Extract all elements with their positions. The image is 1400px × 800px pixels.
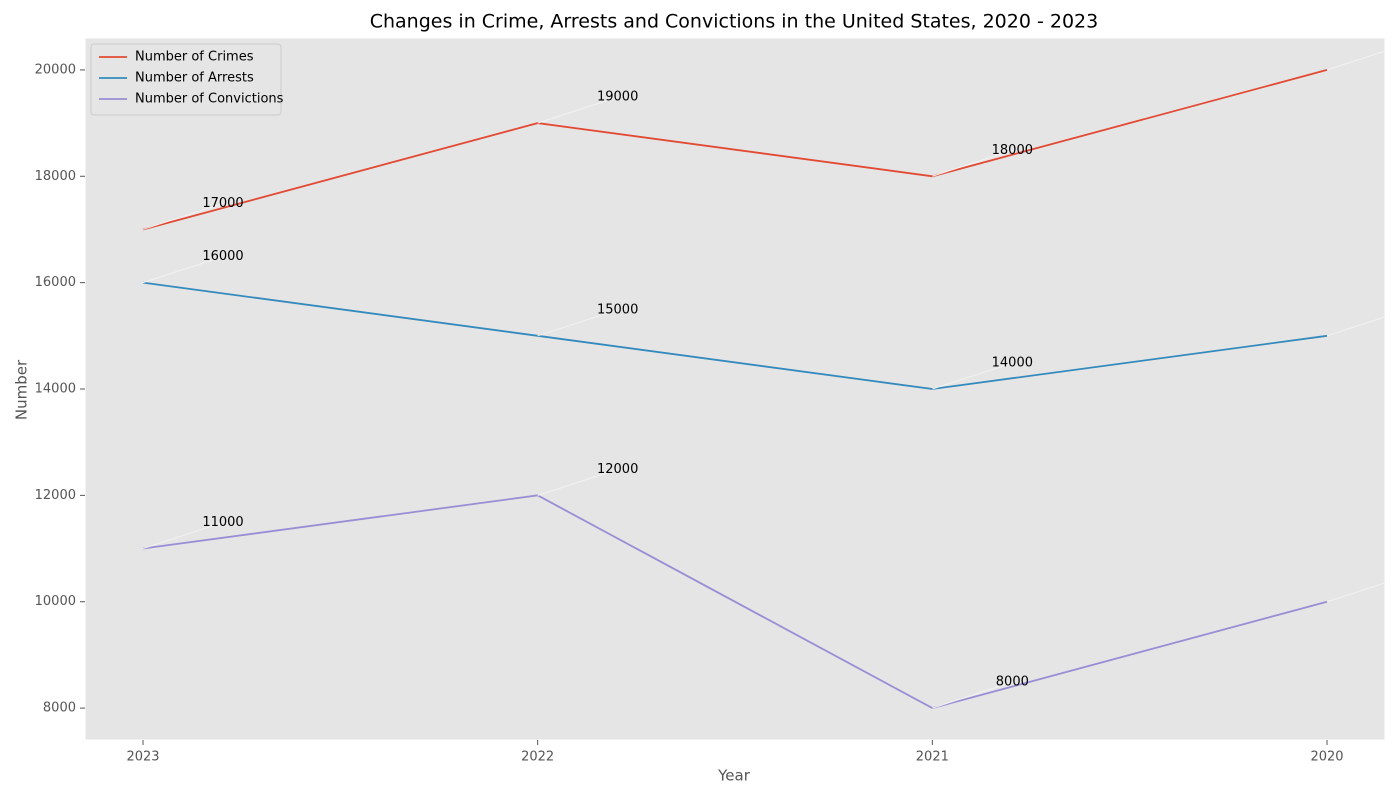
y-tick-label: 14000 bbox=[35, 382, 76, 397]
label-arrow bbox=[1326, 50, 1386, 71]
data-label: 16000 bbox=[202, 249, 243, 264]
label-arrow bbox=[932, 149, 1013, 177]
label-arrow bbox=[932, 362, 1013, 390]
chart-title: Changes in Crime, Arrests and Conviction… bbox=[370, 11, 1099, 33]
label-arrow bbox=[932, 681, 1013, 709]
y-tick-label: 20000 bbox=[35, 62, 76, 77]
label-arrow bbox=[1326, 316, 1386, 337]
legend-label: Number of Crimes bbox=[135, 50, 254, 65]
data-label: 8000 bbox=[996, 675, 1029, 690]
y-tick-label: 16000 bbox=[35, 275, 76, 290]
label-arrow bbox=[537, 96, 618, 124]
legend: Number of Crimes Number of Arrests Number … bbox=[90, 43, 284, 116]
label-arrow bbox=[142, 522, 224, 550]
y-tick-label: 8000 bbox=[43, 701, 76, 716]
label-arrow bbox=[1326, 582, 1386, 603]
data-label: 14000 bbox=[992, 356, 1033, 371]
series-line bbox=[142, 281, 1328, 390]
data-label: 17000 bbox=[202, 196, 243, 211]
legend-box bbox=[90, 43, 282, 116]
series-line bbox=[142, 69, 1328, 231]
x-tick-label: 2021 bbox=[916, 750, 949, 765]
label-arrow bbox=[142, 256, 224, 284]
y-axis-label: Number bbox=[13, 359, 31, 420]
x-tick-label: 2022 bbox=[521, 750, 554, 765]
x-axis-label: Year bbox=[717, 767, 751, 785]
plot-area bbox=[85, 38, 1385, 740]
data-label: 18000 bbox=[992, 143, 1033, 158]
data-label: 19000 bbox=[597, 90, 638, 105]
legend-label: Number of Convictions bbox=[135, 92, 284, 107]
data-label: 11000 bbox=[202, 515, 243, 530]
label-arrow bbox=[537, 468, 618, 496]
y-tick-label: 10000 bbox=[35, 594, 76, 609]
y-tick-label: 18000 bbox=[35, 169, 76, 184]
label-arrow bbox=[142, 202, 224, 230]
legend-label: Number of Arrests bbox=[135, 71, 254, 86]
label-arrow bbox=[537, 309, 618, 337]
y-tick-label: 12000 bbox=[35, 488, 76, 503]
data-label: 15000 bbox=[597, 302, 638, 317]
x-tick-label: 2020 bbox=[1310, 750, 1343, 765]
data-label: 12000 bbox=[597, 462, 638, 477]
x-tick-label: 2023 bbox=[126, 750, 159, 765]
series-line bbox=[142, 494, 1328, 710]
